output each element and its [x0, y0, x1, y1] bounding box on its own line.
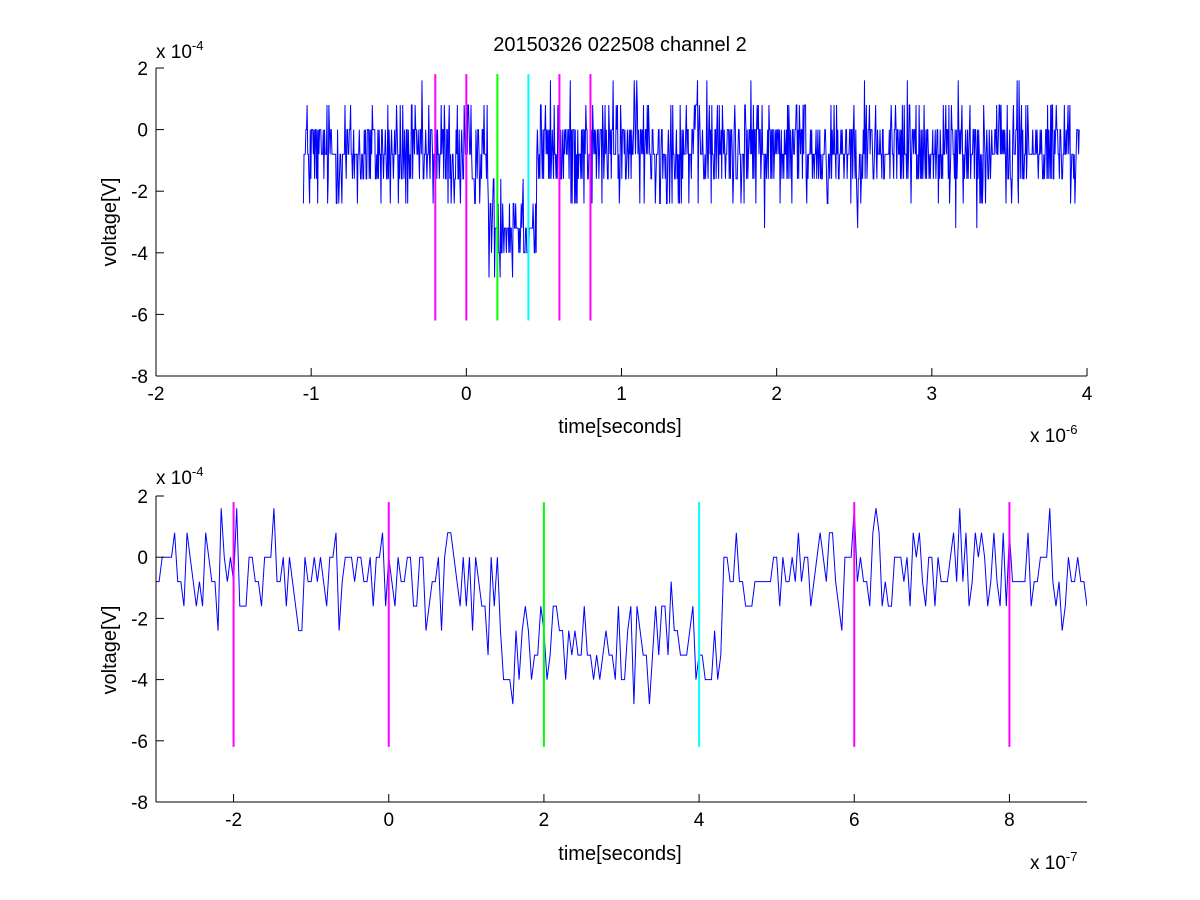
y-tick-label-bottom-4: 0	[137, 548, 148, 569]
x-tick-label-bottom-5: 8	[1004, 810, 1015, 831]
x-tick-label-top-5: 3	[927, 384, 938, 405]
y-tick-label-top-4: 0	[137, 121, 148, 142]
x-exponent-power-top: -6	[1066, 422, 1078, 437]
x-tick-label-bottom-1: 0	[383, 810, 394, 831]
y-tick-label-top-0: -8	[131, 367, 148, 388]
x-tick-label-top-6: 4	[1082, 384, 1093, 405]
subplot-top: 20150326 022508 channel 2 -2 -1 0 1 2 3 4-8-6-…	[99, 34, 1093, 447]
x-tick-label-bottom-4: 6	[849, 810, 860, 831]
x-tick-label-top-0: -2	[148, 384, 165, 405]
x-tick-label-top-1: -1	[303, 384, 320, 405]
signal-line-top	[302, 80, 1080, 278]
y-tick-label-top-3: -2	[131, 182, 148, 203]
x-axis-label-top: time[seconds]	[558, 416, 681, 438]
y-exponent-base-top: x 10	[156, 42, 192, 63]
x-tick-label-bottom-3: 4	[694, 810, 705, 831]
x-exponent-label-bottom: x 10-7	[1030, 849, 1077, 874]
x-exponent-base-bottom: x 10	[1030, 853, 1066, 874]
x-exponent-power-bottom: -7	[1066, 849, 1078, 864]
y-tick-label-bottom-1: -6	[131, 732, 148, 753]
y-tick-label-bottom-0: -8	[131, 793, 148, 814]
y-exponent-power-top: -4	[192, 38, 204, 53]
y-axis-label-bottom: voltage[V]	[99, 606, 121, 695]
plot-area-top	[302, 74, 1080, 321]
y-exponent-label-bottom: x 10-4	[156, 464, 203, 489]
signal-line-bottom	[156, 508, 1087, 705]
y-tick-label-top-5: 2	[137, 59, 148, 80]
y-tick-label-top-1: -6	[131, 305, 148, 326]
x-tick-label-bottom-2: 2	[539, 810, 550, 831]
y-tick-label-top-2: -4	[131, 244, 148, 265]
x-tick-label-bottom-0: -2	[225, 810, 242, 831]
x-exponent-base-top: x 10	[1030, 426, 1066, 447]
x-tick-label-top-4: 2	[771, 384, 782, 405]
y-tick-label-bottom-3: -2	[131, 609, 148, 630]
y-axis-label-top: voltage[V]	[99, 178, 121, 267]
x-axis-label-bottom: time[seconds]	[558, 843, 681, 865]
y-exponent-power-bottom: -4	[192, 464, 204, 479]
y-tick-label-bottom-5: 2	[137, 487, 148, 508]
axes-top: -2 -1 0 1 2 3 4 -8 -6 -4 -2 0 2	[131, 59, 1093, 405]
y-exponent-base-bottom: x 10	[156, 468, 192, 489]
x-exponent-label-top: x 10-6	[1030, 422, 1077, 447]
y-exponent-label-top: x 10-4	[156, 38, 203, 63]
subplot-bottom: -2 0 2 4 6 8 -8 -6 -4 -2 0 2 time[seconds] voltage[…	[99, 464, 1087, 874]
chart-title: 20150326 022508 channel 2	[493, 34, 747, 56]
axes-bottom: -2 0 2 4 6 8 -8 -6 -4 -2 0 2	[131, 487, 1087, 831]
y-tick-label-bottom-2: -4	[131, 671, 148, 692]
plot-area-bottom	[156, 502, 1087, 747]
x-tick-label-top-3: 1	[616, 384, 627, 405]
x-tick-label-top-2: 0	[461, 384, 472, 405]
